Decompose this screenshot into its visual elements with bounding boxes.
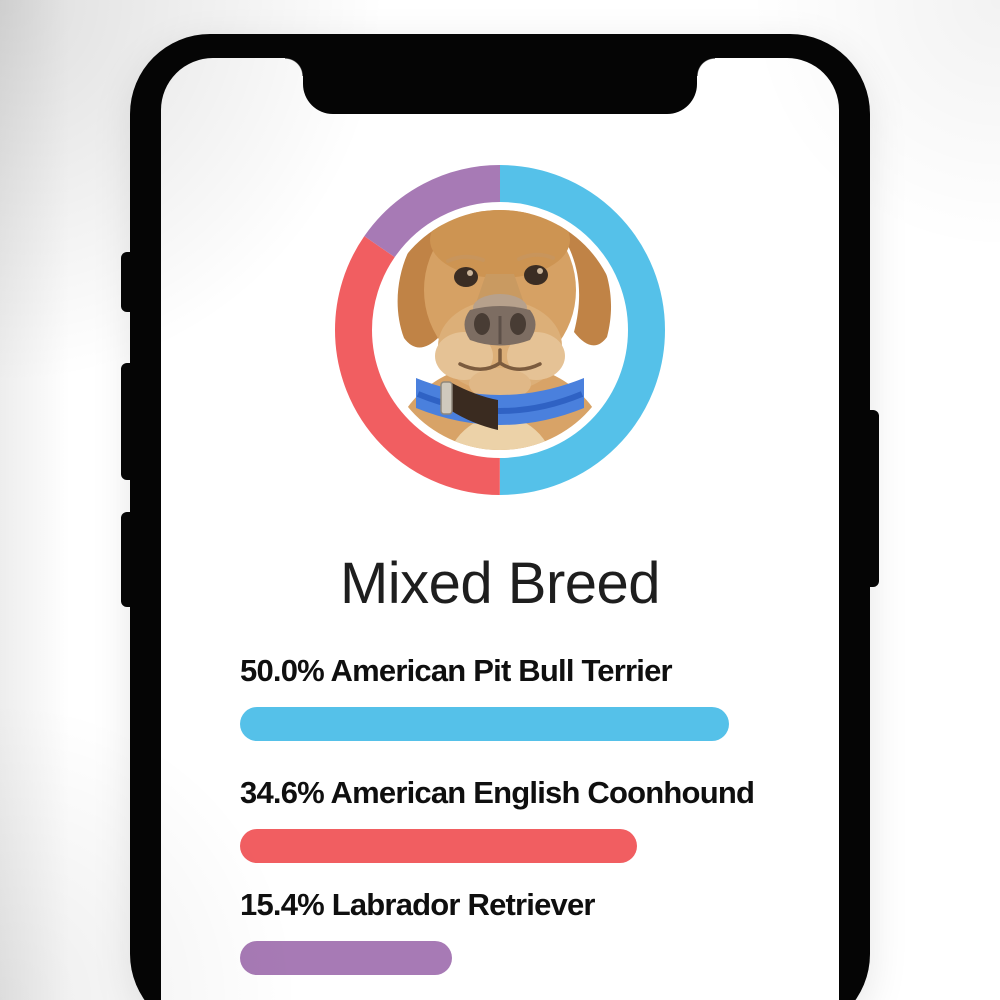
breed-bar (240, 829, 637, 863)
breed-label: 50.0% American Pit Bull Terrier (240, 653, 673, 688)
mute-switch (121, 252, 132, 312)
power-button (868, 410, 879, 587)
breed-bar (240, 707, 729, 741)
breed-label: 34.6% American English Coonhound (240, 775, 755, 810)
breed-row: 50.0% American Pit Bull Terrier (240, 650, 729, 741)
notch (285, 58, 715, 114)
volume-down-button (121, 512, 132, 607)
breed-row: 15.4% Labrador Retriever (240, 884, 596, 975)
donut-segment (335, 165, 665, 495)
breed-row: 34.6% American English Coonhound (240, 772, 755, 863)
page-title: Mixed Breed (339, 551, 661, 616)
volume-up-button (121, 363, 132, 480)
breed-bar (240, 941, 452, 975)
breed-donut-chart (335, 165, 665, 495)
breed-label: 15.4% Labrador Retriever (240, 887, 596, 922)
donut-segment (335, 165, 665, 495)
